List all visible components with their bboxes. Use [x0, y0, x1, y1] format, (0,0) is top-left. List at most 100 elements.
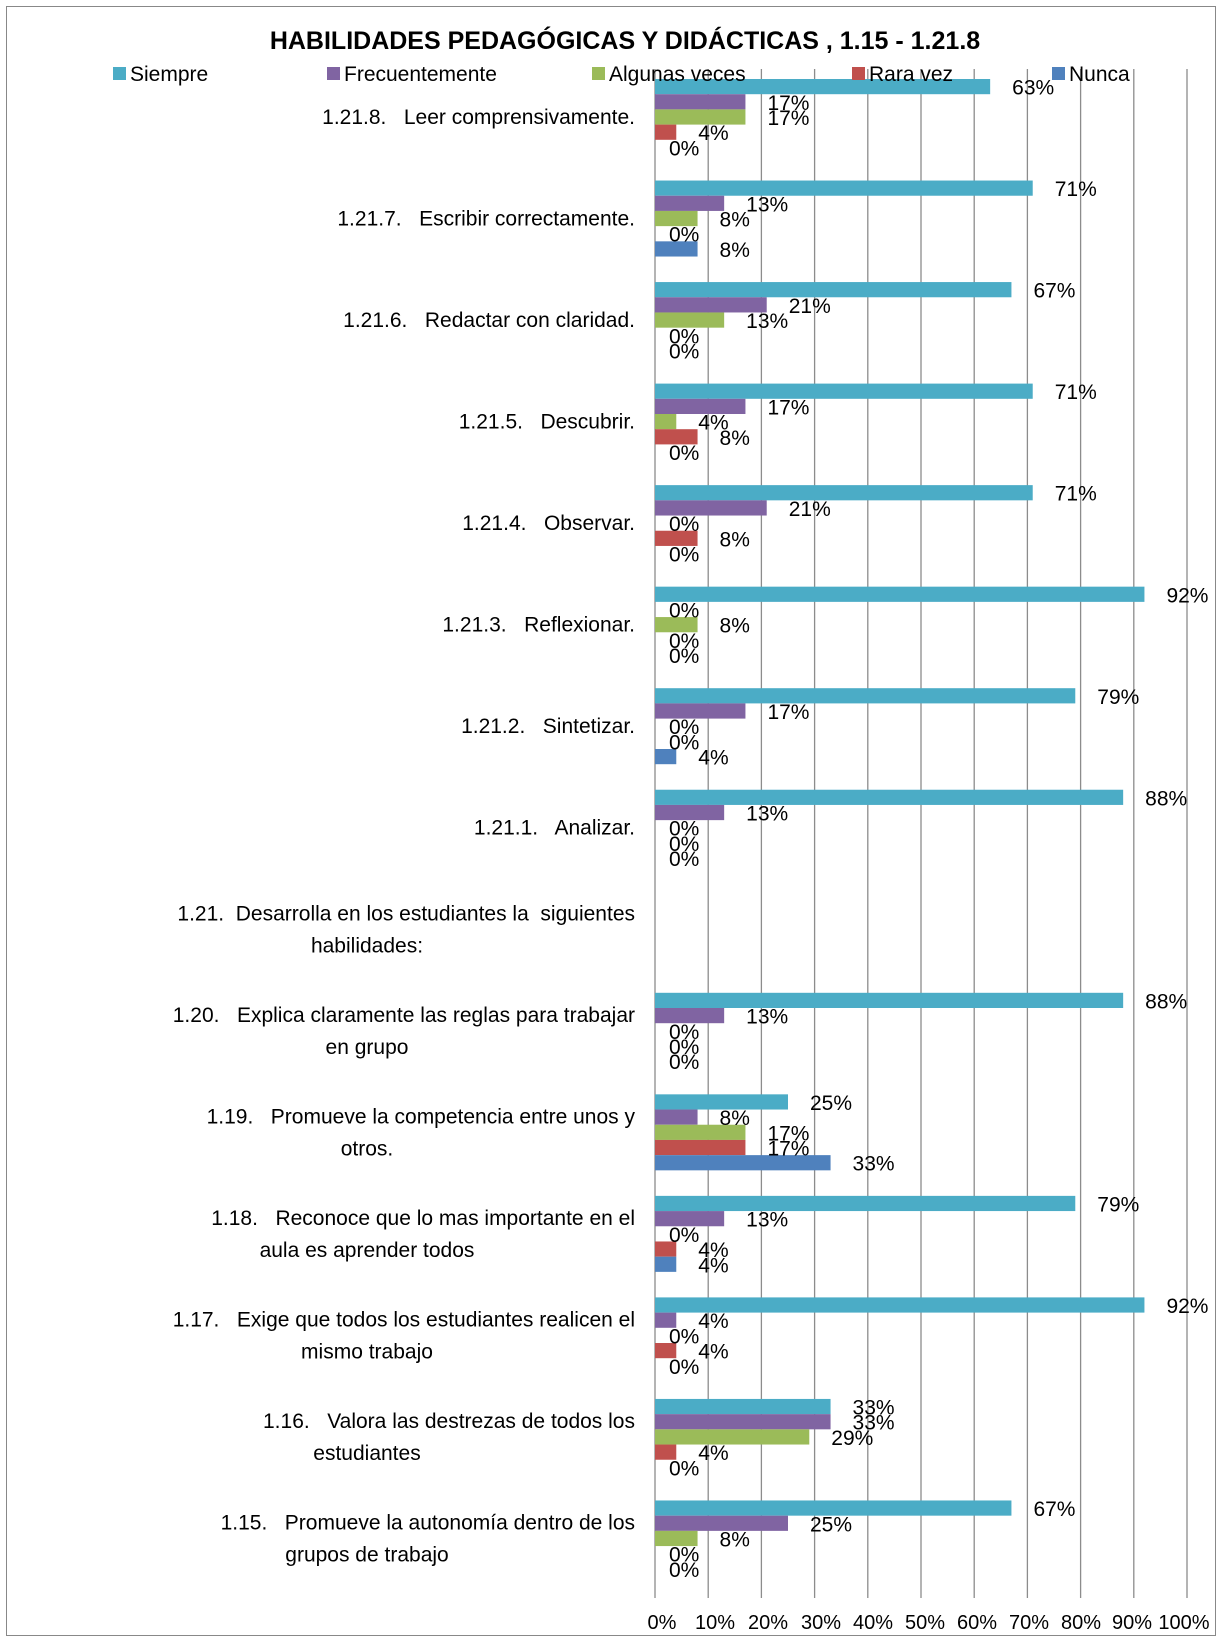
data-label: 79% — [1097, 686, 1139, 709]
data-label: 17% — [767, 107, 809, 130]
bar-frecuentemente — [655, 1515, 788, 1531]
category-label: aula es aprender todos — [260, 1239, 475, 1262]
category-label: 1.17. Exige que todos los estudiantes re… — [173, 1308, 635, 1331]
bar-algunas-veces — [655, 109, 746, 125]
category-label: 1.16. Valora las destrezas de todos los — [263, 1410, 635, 1433]
x-axis-ticks: 0% 10% 20% 30% 40% 50% 60% 70% 80% 90% 100% — [648, 1612, 1210, 1634]
data-label: 0% — [669, 599, 699, 622]
bar-chart: HABILIDADES PEDAGÓGICAS Y DIDÁCTICAS , 1… — [113, 25, 1210, 1634]
data-label: 4% — [698, 1310, 728, 1333]
data-label: 0% — [669, 1457, 699, 1480]
bar-siempre — [655, 789, 1124, 805]
x-tick-label: 50% — [905, 1612, 945, 1634]
bar-siempre — [655, 79, 991, 95]
data-label: 0% — [669, 716, 699, 739]
data-label: 13% — [746, 193, 788, 216]
category-label: 1.19. Promueve la competencia entre unos… — [207, 1105, 636, 1128]
data-label: 13% — [746, 1209, 788, 1232]
data-label: 25% — [810, 1513, 852, 1536]
bar-algunas-veces — [655, 210, 698, 227]
x-tick-label: 70% — [1009, 1612, 1049, 1634]
bar-algunas-veces — [655, 617, 698, 633]
category-labels: 1.21.8. Leer comprensivamente. 1.21.7. Es… — [173, 106, 636, 1566]
data-label: 33% — [853, 1153, 895, 1176]
category-label: mismo trabajo — [301, 1340, 433, 1363]
category-label: 1.21. Desarrolla en los estudiantes la s… — [177, 902, 635, 925]
data-label: 0% — [669, 731, 699, 754]
bar-siempre — [655, 485, 1033, 501]
bar-frecuentemente — [655, 1008, 725, 1024]
data-label: 88% — [1145, 990, 1187, 1013]
bar-algunas-veces — [655, 1124, 746, 1140]
bar-nunca — [655, 1256, 677, 1272]
data-label: 33% — [853, 1412, 895, 1435]
data-label: 71% — [1055, 483, 1097, 506]
category-label: habilidades: — [311, 934, 423, 957]
data-label: 71% — [1055, 381, 1097, 404]
bar-frecuentemente — [655, 398, 746, 414]
category-label: en grupo — [326, 1036, 409, 1059]
data-label: 21% — [789, 498, 831, 521]
legend-label: Algunas veces — [609, 63, 746, 86]
data-label: 4% — [698, 1341, 728, 1364]
data-label: 4% — [698, 1239, 728, 1262]
data-label: 33% — [853, 1397, 895, 1420]
category-label: 1.21.8. Leer comprensivamente. — [322, 106, 635, 129]
chart-title: HABILIDADES PEDAGÓGICAS Y DIDÁCTICAS , 1… — [270, 25, 980, 55]
data-label: 0% — [669, 137, 699, 160]
data-label: 0% — [669, 833, 699, 856]
legend-item-siempre: Siempre — [113, 63, 208, 86]
chart-frame: HABILIDADES PEDAGÓGICAS Y DIDÁCTICAS , 1… — [6, 6, 1216, 1636]
data-label: 0% — [669, 1356, 699, 1379]
bar-siempre — [655, 1398, 831, 1415]
data-label: 0% — [669, 513, 699, 536]
category-label: 1.15. Promueve la autonomía dentro de lo… — [221, 1511, 635, 1534]
bar-algunas-veces — [655, 312, 725, 328]
category-label: 1.21.4. Observar. — [462, 512, 635, 535]
bar-frecuentemente — [655, 195, 725, 211]
legend-label: Siempre — [130, 63, 208, 86]
data-label: 0% — [669, 1325, 699, 1348]
category-label: 1.18. Reconoce que lo mas importante en … — [211, 1207, 635, 1230]
legend-item-frecuentemente: Frecuentemente — [327, 63, 497, 86]
bar-nunca — [655, 1155, 831, 1171]
bar-algunas-veces — [655, 414, 677, 430]
bar-algunas-veces — [655, 1530, 698, 1547]
data-label: 13% — [746, 803, 788, 826]
bar-frecuentemente — [655, 94, 746, 110]
data-label: 13% — [746, 1006, 788, 1029]
legend-item-rara-vez: Rara vez — [852, 63, 953, 86]
data-label: 4% — [698, 412, 728, 435]
data-label: 0% — [669, 1559, 699, 1582]
data-label: 25% — [810, 1092, 852, 1115]
category-label: grupos de trabajo — [285, 1543, 448, 1566]
data-label: 0% — [669, 325, 699, 348]
category-label: 1.20. Explica claramente las reglas para… — [173, 1004, 635, 1027]
data-label: 0% — [669, 848, 699, 871]
legend-swatch — [852, 67, 865, 80]
category-label: otros. — [341, 1137, 394, 1160]
category-label: estudiantes — [313, 1442, 420, 1465]
category-label: 1.21.7. Escribir correctamente. — [337, 208, 635, 231]
x-tick-label: 100% — [1158, 1612, 1209, 1634]
data-label: 0% — [669, 340, 699, 363]
legend-label: Nunca — [1069, 63, 1130, 86]
bar-siempre — [655, 688, 1076, 704]
bar-siempre — [655, 180, 1033, 196]
data-label: 4% — [698, 747, 728, 770]
data-label: 0% — [669, 645, 699, 668]
bar-frecuentemente — [655, 703, 746, 719]
bar-nunca — [655, 241, 698, 257]
bar-rara-vez — [655, 124, 677, 140]
bar-rara-vez — [655, 530, 698, 546]
data-label: 4% — [698, 122, 728, 145]
data-label: 4% — [698, 1442, 728, 1465]
x-tick-label: 80% — [1061, 1612, 1101, 1634]
data-label: 8% — [720, 209, 750, 232]
bar-siempre — [655, 586, 1145, 602]
x-tick-label: 60% — [957, 1612, 997, 1634]
data-label: 0% — [669, 1036, 699, 1059]
bar-frecuentemente — [655, 500, 767, 516]
x-tick-label: 20% — [748, 1612, 788, 1634]
bar-rara-vez — [655, 429, 698, 445]
